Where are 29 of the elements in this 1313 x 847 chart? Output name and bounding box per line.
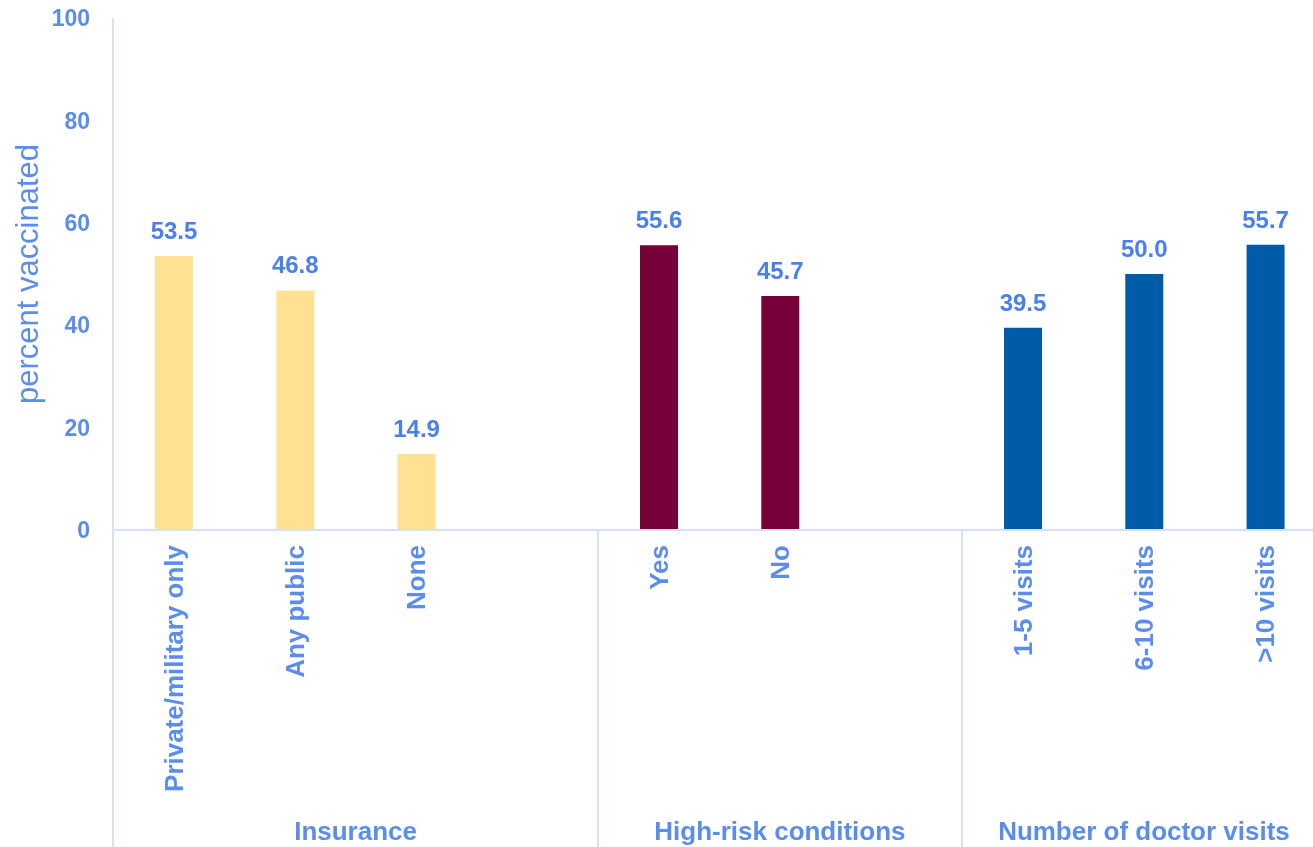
data-label: 53.5 (150, 217, 198, 245)
x-tick-label: No (765, 545, 796, 580)
data-label: 46.8 (271, 251, 319, 279)
y-tick-label: 60 (64, 209, 90, 236)
x-tick-label: Yes (643, 545, 674, 590)
x-tick-label: 1-5 visits (1007, 545, 1038, 657)
y-tick-label: 40 (64, 312, 90, 339)
y-tick-label: 100 (51, 5, 90, 32)
x-tick-label: Private/military only (158, 544, 189, 792)
x-axis-title: Number of doctor visits (998, 815, 1290, 846)
data-label: 50.0 (1121, 235, 1168, 262)
x-tick-label: None (401, 545, 432, 610)
data-label: 39.5 (999, 288, 1047, 316)
y-tick-label: 0 (77, 517, 90, 544)
x-axis-title: Insurance (294, 815, 417, 846)
bar (155, 256, 193, 530)
x-tick-label: >10 visits (1250, 545, 1281, 663)
x-tick-label: Any public (279, 545, 310, 678)
data-label: 14.9 (393, 414, 440, 442)
y-tick-label: 20 (64, 414, 90, 441)
y-tick-label: 80 (64, 107, 90, 134)
data-label: 45.7 (757, 257, 804, 285)
y-axis-title: percent vaccinated (10, 143, 46, 405)
bar (397, 453, 436, 530)
data-label: 55.6 (635, 206, 683, 234)
data-label: 55.7 (1242, 205, 1290, 233)
bar (276, 290, 315, 530)
x-axis-title: High-risk conditions (654, 815, 906, 846)
x-tick-label: 6-10 visits (1129, 545, 1160, 671)
